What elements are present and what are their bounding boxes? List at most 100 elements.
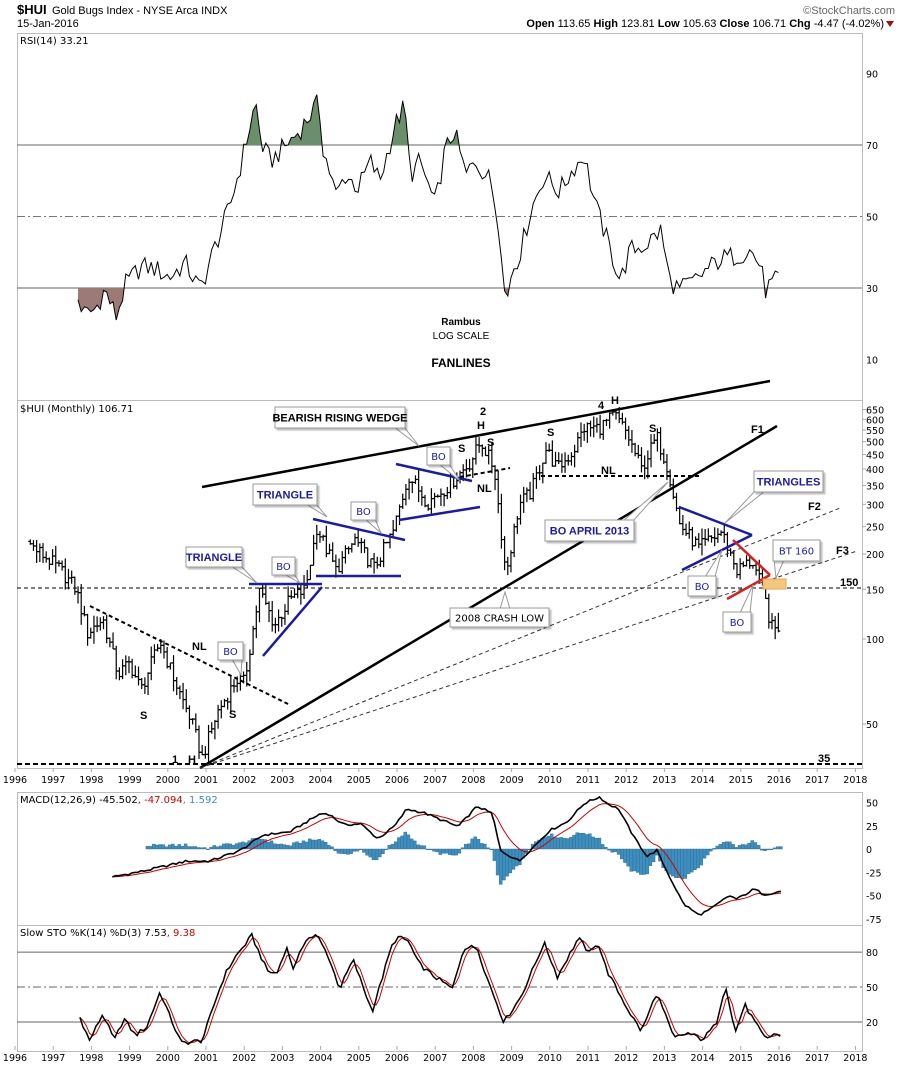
macd-histogram-bar bbox=[731, 844, 735, 850]
x-tick-label-2008: 2008 bbox=[461, 1053, 485, 1064]
label-s: S bbox=[487, 437, 494, 449]
callouts: BEARISH RISING WEDGE TRIANGLE TRIANGLE B… bbox=[185, 406, 824, 677]
macd-histogram-bar bbox=[479, 843, 484, 850]
macd-histogram-bar bbox=[604, 846, 608, 850]
price-bar bbox=[578, 422, 583, 448]
price-bar bbox=[123, 655, 128, 676]
price-bar bbox=[499, 493, 504, 549]
macd-histogram-bar bbox=[489, 848, 493, 851]
macd-histogram-bar bbox=[492, 848, 497, 861]
callout-fill bbox=[723, 612, 751, 632]
triangle-2-top bbox=[312, 517, 406, 542]
sto-legend: Slow STO %K(14) %D(3) 7.53, 9.38 bbox=[20, 928, 195, 939]
macd-histogram-bar bbox=[199, 847, 204, 850]
macd-histogram-bar bbox=[712, 848, 716, 850]
macd-histogram-bar bbox=[667, 848, 672, 875]
price-bar bbox=[410, 481, 415, 494]
x-tick-label-2010: 2010 bbox=[538, 775, 562, 786]
macd-histogram-bar bbox=[161, 844, 166, 850]
macd-histogram-bar bbox=[269, 840, 274, 850]
callout-fill bbox=[351, 502, 376, 520]
price-bar bbox=[311, 534, 316, 566]
fanline-f2 bbox=[199, 507, 841, 769]
chg-label: Chg bbox=[789, 18, 810, 30]
index-name: Gold Bugs Index - NYSE Arca INDX bbox=[52, 5, 228, 17]
open-label: Open bbox=[526, 18, 554, 30]
callout-pointer bbox=[229, 565, 258, 584]
price-y-tick-400: 400 bbox=[866, 465, 884, 476]
price-bar bbox=[216, 704, 221, 729]
x-tick-label-2007: 2007 bbox=[423, 1053, 447, 1064]
price-bar bbox=[623, 417, 628, 440]
macd-histogram-bar bbox=[352, 848, 357, 852]
macd-histogram-bar bbox=[425, 848, 430, 851]
price-y-tick-200: 200 bbox=[866, 550, 884, 561]
price-bar bbox=[352, 533, 357, 546]
label-1: 1 bbox=[172, 754, 178, 766]
price-bar bbox=[133, 665, 138, 678]
macd-histogram-bar bbox=[164, 846, 169, 850]
high-label: High bbox=[593, 18, 618, 30]
price-bar bbox=[149, 646, 154, 681]
price-bar bbox=[276, 609, 281, 632]
macd-histogram-bar bbox=[444, 848, 449, 854]
price-bar bbox=[620, 412, 625, 425]
macd-histogram-bar bbox=[193, 846, 197, 850]
price-bar bbox=[136, 666, 141, 686]
macd-histogram-bar bbox=[174, 845, 178, 850]
price-bar bbox=[696, 533, 701, 549]
price-bar bbox=[566, 454, 571, 466]
macd-histogram-bar bbox=[690, 848, 694, 873]
macd-histogram-bar bbox=[616, 848, 621, 855]
callout-text: 2008 CRASH LOW bbox=[455, 614, 544, 625]
label-nl: NL bbox=[477, 483, 492, 495]
macd-histogram-bar bbox=[394, 841, 398, 850]
price-bar bbox=[168, 662, 173, 670]
price-bar bbox=[104, 614, 109, 644]
macd-histogram-bar bbox=[639, 848, 643, 875]
price-bar bbox=[152, 644, 157, 664]
macd-histogram-bar bbox=[763, 848, 767, 851]
fanline-f1 bbox=[199, 424, 778, 770]
price-bar bbox=[91, 615, 96, 644]
macd-y-tick--25: -25 bbox=[866, 868, 882, 879]
macd-histogram-bar bbox=[359, 848, 363, 851]
down-arrow-icon bbox=[886, 21, 894, 27]
price-bar bbox=[601, 419, 606, 440]
x-tick-label-2018: 2018 bbox=[843, 775, 867, 786]
macd-histogram-bar bbox=[327, 845, 331, 850]
price-bar bbox=[244, 661, 249, 687]
price-bar bbox=[690, 526, 695, 551]
price-bar bbox=[206, 724, 211, 765]
macd-histogram-bar bbox=[298, 843, 302, 850]
neckline-inverse-hs bbox=[89, 605, 291, 706]
macd-histogram-bar bbox=[323, 842, 328, 850]
price-bar bbox=[79, 584, 84, 625]
price-bar bbox=[362, 539, 367, 554]
macd-histogram-bar bbox=[206, 848, 210, 851]
macd-histogram-bar bbox=[709, 848, 713, 852]
macd-histogram-bar bbox=[632, 848, 637, 872]
symbol: $HUI bbox=[17, 2, 47, 17]
price-bar bbox=[426, 503, 431, 511]
panel-frames bbox=[17, 33, 863, 1052]
price-bar bbox=[321, 534, 326, 541]
macd-histogram-bar bbox=[715, 845, 719, 850]
macd-histogram-bar bbox=[591, 836, 595, 850]
price-bar bbox=[776, 612, 781, 633]
macd-histogram-bar bbox=[721, 842, 726, 850]
author-note: Rambus bbox=[441, 317, 481, 328]
macd-histogram-bar bbox=[180, 845, 185, 850]
callout-pointer bbox=[773, 559, 785, 580]
macd-histogram-bar bbox=[569, 837, 573, 850]
macd-histogram-bar bbox=[225, 843, 229, 850]
label-s: S bbox=[649, 423, 656, 435]
macd-histogram-bar bbox=[514, 848, 519, 867]
macd-histogram-bar bbox=[467, 843, 471, 850]
callout-triangle: TRIANGLE bbox=[252, 483, 328, 518]
callout-text: BT 160 bbox=[779, 547, 814, 558]
macd-histogram-bar bbox=[594, 838, 598, 850]
price-bar bbox=[744, 555, 749, 567]
price-bar bbox=[731, 550, 736, 570]
